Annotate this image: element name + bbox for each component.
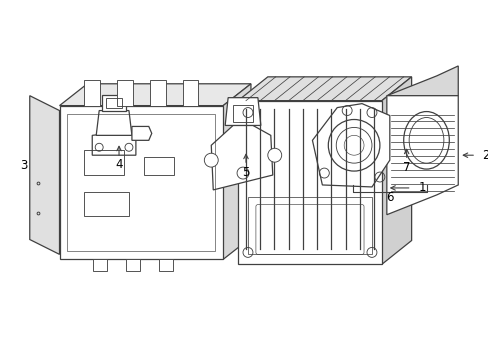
Text: 1: 1: [418, 181, 425, 194]
Polygon shape: [132, 126, 151, 140]
Text: 5: 5: [242, 166, 249, 179]
Polygon shape: [238, 77, 411, 101]
Bar: [84, 150, 124, 175]
Polygon shape: [60, 84, 250, 105]
Polygon shape: [149, 80, 165, 105]
Polygon shape: [159, 259, 172, 271]
Polygon shape: [211, 125, 272, 190]
Text: 7: 7: [402, 161, 409, 174]
Polygon shape: [386, 96, 457, 215]
Polygon shape: [93, 259, 107, 271]
Polygon shape: [84, 80, 100, 105]
Text: 3: 3: [20, 159, 28, 172]
Circle shape: [204, 153, 218, 167]
Bar: [67, 113, 215, 251]
Text: 6: 6: [385, 192, 393, 204]
Bar: [233, 105, 252, 122]
Polygon shape: [30, 96, 60, 255]
Polygon shape: [312, 104, 389, 187]
Polygon shape: [381, 77, 411, 264]
Polygon shape: [92, 134, 136, 155]
Polygon shape: [182, 80, 198, 105]
Circle shape: [267, 148, 281, 162]
Text: 2: 2: [481, 149, 488, 162]
Ellipse shape: [403, 112, 448, 169]
Polygon shape: [224, 98, 260, 125]
Polygon shape: [223, 84, 250, 259]
Polygon shape: [126, 259, 140, 271]
Polygon shape: [238, 101, 381, 264]
Polygon shape: [386, 66, 457, 96]
Polygon shape: [60, 105, 223, 259]
Bar: [143, 157, 173, 175]
Text: 4: 4: [115, 158, 122, 171]
Polygon shape: [96, 111, 132, 135]
Bar: [102, 95, 126, 111]
Bar: [106, 98, 122, 108]
Bar: [247, 197, 371, 255]
Polygon shape: [117, 80, 133, 105]
Bar: [84, 192, 129, 216]
